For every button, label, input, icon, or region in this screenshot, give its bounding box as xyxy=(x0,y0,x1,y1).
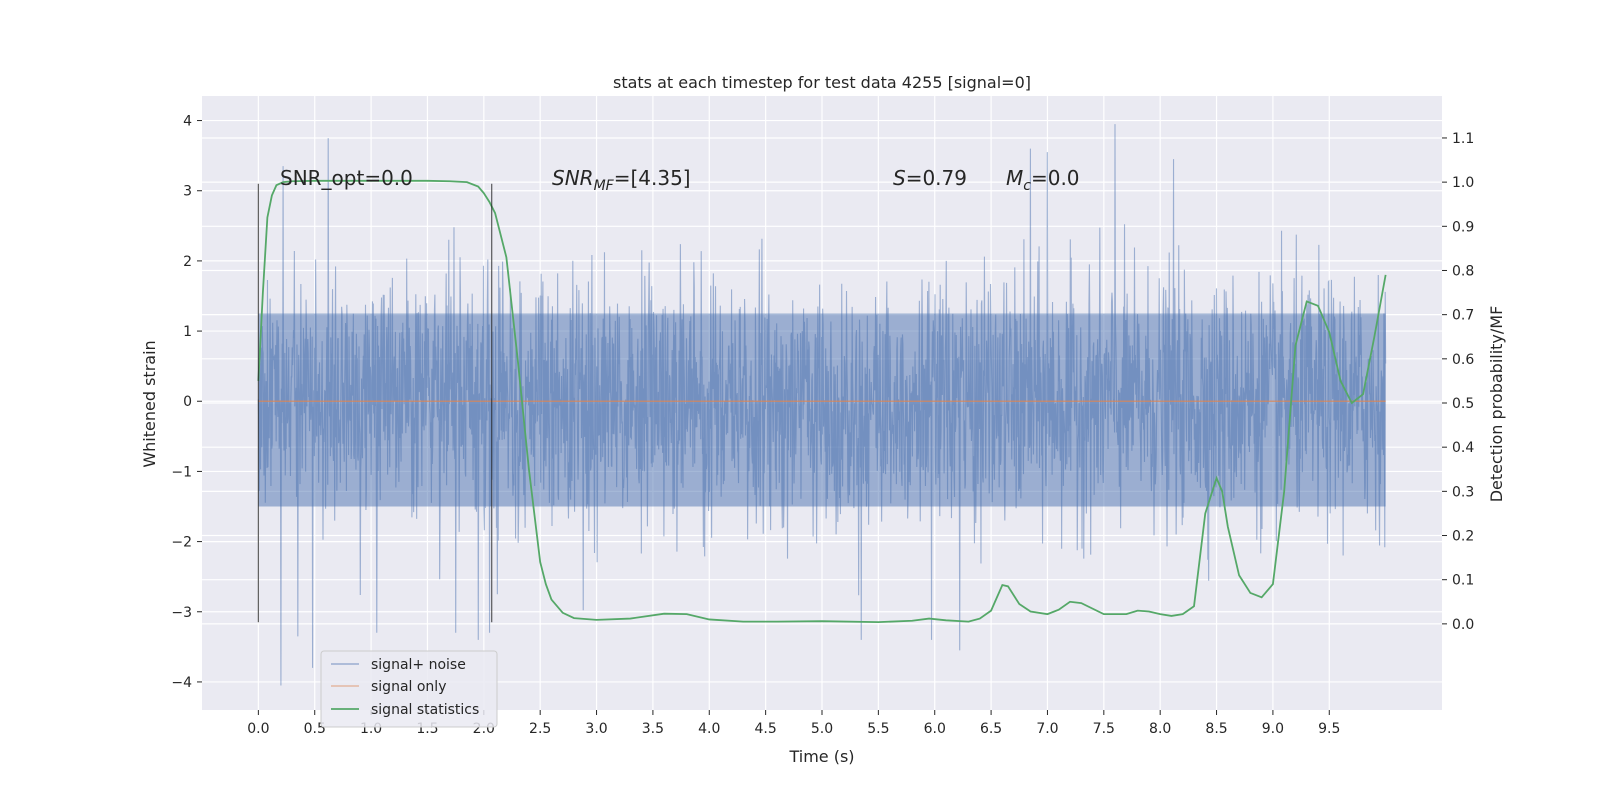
y2-axis-label: Detection probability/MF xyxy=(1487,306,1506,503)
y2-tick-label: 0.4 xyxy=(1452,440,1474,456)
signal-noise-line xyxy=(257,124,1387,686)
x-tick-label: 4.5 xyxy=(755,721,777,737)
mc-value: =0.0 xyxy=(1031,166,1080,190)
y2-tick-label: 0.8 xyxy=(1452,263,1474,279)
x-tick-label: 6.5 xyxy=(980,721,1002,737)
x-tick-label: 4.0 xyxy=(698,721,720,737)
x-tick-label: 8.5 xyxy=(1205,721,1227,737)
s-annotation: S=0.79 xyxy=(893,166,967,190)
x-axis-ticks: 0.0 0.5 1.0 1.5 2.0 2.5 3.0 3.5 4.0 4.5 5.0 5.5 6.0 6… xyxy=(247,710,1340,737)
x-tick-label: 6.0 xyxy=(924,721,946,737)
y2-tick-label: 0.6 xyxy=(1452,352,1474,368)
legend: signal+ noise signal only signal statist… xyxy=(320,650,498,728)
y-tick-label: −3 xyxy=(171,605,192,621)
mc-annotation: Mc=0.0 xyxy=(1006,166,1080,194)
chart-title: stats at each timestep for test data 425… xyxy=(613,73,1031,92)
signal-noise-series xyxy=(257,124,1387,686)
y-tick-label: −4 xyxy=(171,675,192,691)
legend-label-signal-noise: signal+ noise xyxy=(371,657,466,673)
x-tick-label: 9.0 xyxy=(1262,721,1284,737)
y2-tick-label: 0.3 xyxy=(1452,484,1474,500)
s-value: =0.79 xyxy=(906,166,967,190)
snr-mf-annotation: SNRMF=[4.35] xyxy=(552,166,691,194)
s-symbol: S xyxy=(893,166,906,190)
y2-tick-label: 0.9 xyxy=(1452,219,1474,235)
y2-tick-label: 0.5 xyxy=(1452,396,1474,412)
x-tick-label: 7.0 xyxy=(1036,721,1058,737)
snr-opt-annotation: SNR_opt=0.0 xyxy=(280,166,413,190)
snr-mf-subscript: MF xyxy=(594,178,615,194)
vertical-markers xyxy=(257,183,493,623)
x-tick-label: 9.5 xyxy=(1318,721,1340,737)
y2-tick-label: 1.1 xyxy=(1452,131,1474,147)
x-axis-label: Time (s) xyxy=(788,747,854,766)
y-tick-label: 0 xyxy=(183,394,192,410)
x-tick-label: 7.5 xyxy=(1093,721,1115,737)
y-axis-label: Whitened strain xyxy=(140,340,159,467)
y2-tick-label: 0.0 xyxy=(1452,617,1474,633)
x-tick-label: 5.5 xyxy=(867,721,889,737)
signal-statistics-line xyxy=(257,179,1387,624)
legend-label-signal-statistics: signal statistics xyxy=(371,702,479,718)
x-tick-label: 3.0 xyxy=(585,721,607,737)
y2-axis-ticks: 1.1 1.0 0.9 0.8 0.7 0.6 0.5 0.4 0.3 0.2 0.1 0.0 xyxy=(1442,131,1474,633)
y-tick-label: −2 xyxy=(171,535,192,551)
snr-mf-symbol: SNR xyxy=(552,166,594,190)
x-tick-label: 3.5 xyxy=(642,721,664,737)
mc-symbol: M xyxy=(1006,166,1023,190)
y2-tick-label: 0.2 xyxy=(1452,529,1474,545)
y-tick-label: 1 xyxy=(183,324,192,340)
legend-box xyxy=(320,650,498,728)
y-axis-ticks: 4 3 2 1 0 −1 −2 −3 −4 xyxy=(171,114,202,691)
mc-subscript: c xyxy=(1023,178,1031,194)
y2-tick-label: 0.1 xyxy=(1452,573,1474,589)
y2-tick-label: 1.0 xyxy=(1452,175,1474,191)
y-tick-label: 4 xyxy=(183,114,192,130)
line-series-layer xyxy=(257,179,1387,624)
y-tick-label: −1 xyxy=(171,464,192,480)
legend-label-signal-only: signal only xyxy=(371,679,446,695)
x-tick-label: 2.5 xyxy=(529,721,551,737)
x-tick-label: 0.0 xyxy=(247,721,269,737)
y-tick-label: 2 xyxy=(183,254,192,270)
y-tick-label: 3 xyxy=(183,184,192,200)
y2-tick-label: 0.7 xyxy=(1452,308,1474,324)
x-tick-label: 0.5 xyxy=(304,721,326,737)
x-tick-label: 5.0 xyxy=(811,721,833,737)
x-tick-label: 8.0 xyxy=(1149,721,1171,737)
snr-mf-value: =[4.35] xyxy=(614,166,691,190)
